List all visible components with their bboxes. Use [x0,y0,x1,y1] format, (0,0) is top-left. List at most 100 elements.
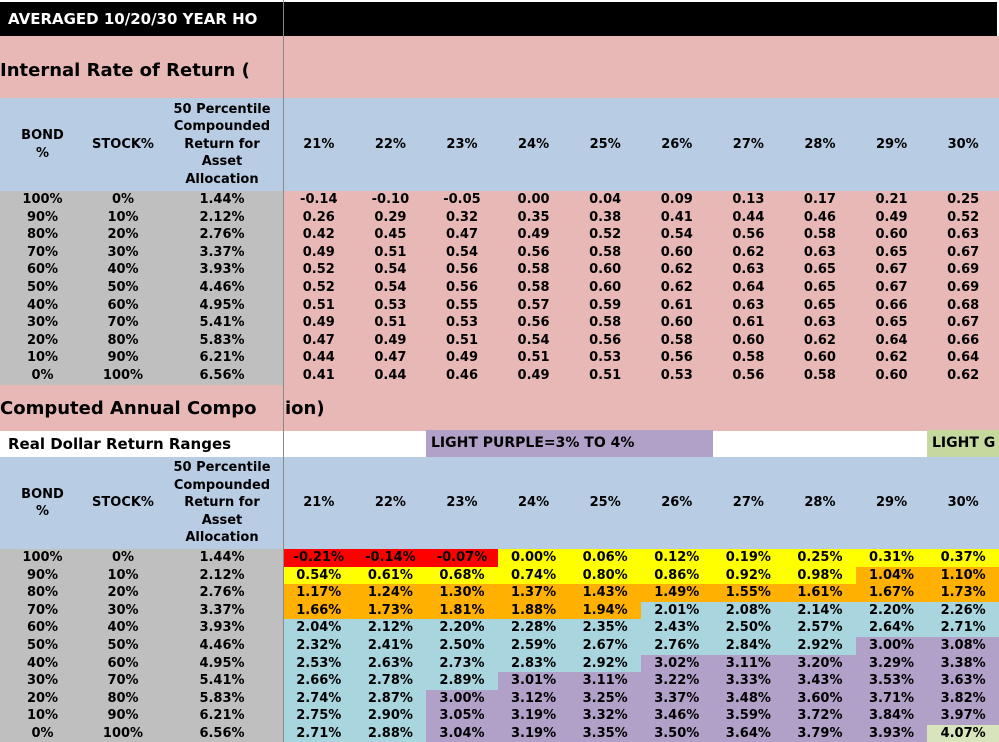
value-cell[interactable]: 3.71% [855,689,928,708]
value-cell[interactable]: 0.53 [660,367,693,383]
stock-cell[interactable]: 60% [85,296,161,315]
stock-cell[interactable]: 90% [85,349,161,367]
value-cell[interactable]: 3.32% [569,707,641,725]
value-cell[interactable]: 0.04 [589,192,622,207]
rate-column-header[interactable]: 27% [712,98,785,191]
value-cell[interactable]: 0.67 [875,279,908,295]
value-cell[interactable]: 0.65 [803,262,836,278]
value-cell[interactable]: 2.87% [354,689,427,708]
value-cell[interactable]: 0.53 [589,350,622,366]
value-cell[interactable]: 1.17% [283,584,355,602]
value-cell[interactable]: 2.41% [354,636,427,655]
value-cell[interactable]: 0.41 [660,209,693,225]
p50-cell[interactable]: 4.95% [161,296,283,315]
value-cell[interactable]: 0.74% [497,566,570,585]
value-cell[interactable]: 3.84% [855,707,928,725]
value-cell[interactable]: 0.41 [302,367,335,383]
value-cell[interactable]: 0.54% [283,566,355,585]
rate-column-header[interactable]: 26% [640,98,713,191]
bond-cell[interactable]: 90% [0,208,85,227]
value-cell[interactable]: 0.62 [660,262,693,278]
value-cell[interactable]: 0.29 [374,209,407,225]
bond-cell[interactable]: 40% [0,296,85,315]
value-cell[interactable]: 2.75% [283,707,355,725]
rate-column-header[interactable]: 21% [283,98,355,191]
value-cell[interactable]: -0.14% [354,549,427,567]
value-cell[interactable]: 0.69 [947,279,980,295]
p50-cell[interactable]: 2.76% [161,226,283,244]
value-cell[interactable]: 0.58 [589,315,622,331]
bond-cell[interactable]: 70% [0,601,85,620]
value-cell[interactable]: 3.46% [640,707,713,725]
value-cell[interactable]: 0.49 [875,209,908,225]
value-cell[interactable]: 0.54 [445,244,479,260]
value-cell[interactable]: 0.58 [803,367,836,383]
stock-cell[interactable]: 40% [85,261,161,279]
value-cell[interactable]: 0.53 [445,315,479,331]
value-cell[interactable]: 0.58 [803,227,836,243]
rate-column-header[interactable]: 24% [497,98,570,191]
value-cell[interactable]: 0.62 [875,350,908,366]
bond-cell[interactable]: 60% [0,619,85,637]
value-cell[interactable]: 2.67% [569,636,641,655]
value-cell[interactable]: 0.44 [302,350,335,366]
value-cell[interactable]: 2.35% [569,619,641,637]
value-cell[interactable]: 0.32 [445,209,479,225]
stock-cell[interactable]: 10% [85,208,161,227]
value-cell[interactable]: 1.94% [569,601,641,620]
rate-column-header[interactable]: 29% [855,457,928,549]
p50-cell[interactable]: 6.21% [161,707,283,725]
bond-cell[interactable]: 20% [0,331,85,350]
rate-column-header[interactable]: 24% [497,457,570,549]
value-cell[interactable]: 0.63 [803,244,836,260]
value-cell[interactable]: 2.66% [283,672,355,690]
value-cell[interactable]: 0.56 [732,227,765,243]
bond-cell[interactable]: 80% [0,226,85,244]
value-cell[interactable]: 1.55% [712,584,785,602]
p50-cell[interactable]: 1.44% [161,549,283,567]
value-cell[interactable]: 1.49% [640,584,713,602]
value-cell[interactable]: 0.65 [803,279,836,295]
value-cell[interactable]: 0.59 [589,297,622,313]
frozen-pane-divider[interactable] [283,0,284,742]
value-cell[interactable]: 0.46 [803,209,836,225]
bond-cell[interactable]: 100% [0,549,85,567]
p50-cell[interactable]: 1.44% [161,191,283,209]
rate-column-header[interactable]: 26% [640,457,713,549]
value-cell[interactable]: 0.47 [302,332,335,348]
value-cell[interactable]: 0.00 [517,192,550,207]
value-cell[interactable]: 0.49 [517,367,550,383]
value-cell[interactable]: 3.79% [784,724,856,742]
rate-column-header[interactable]: 22% [354,98,427,191]
value-cell[interactable]: -0.07% [426,549,498,567]
value-cell[interactable]: 3.60% [784,689,856,708]
value-cell[interactable]: 1.66% [283,601,355,620]
value-cell[interactable]: 1.61% [784,584,856,602]
p50-cell[interactable]: 3.37% [161,601,283,620]
value-cell[interactable]: 2.50% [712,619,785,637]
value-cell[interactable]: 0.52 [302,262,335,278]
value-cell[interactable]: 0.51 [374,315,407,331]
value-cell[interactable]: 2.26% [927,601,999,620]
value-cell[interactable]: 0.52 [302,279,335,295]
rate-column-header[interactable]: 25% [569,457,641,549]
value-cell[interactable]: 0.65 [875,244,908,260]
value-cell[interactable]: 2.78% [354,672,427,690]
value-cell[interactable]: 0.58 [660,332,693,348]
value-cell[interactable]: 0.60 [660,315,693,331]
value-cell[interactable]: 0.17 [803,192,836,207]
value-cell[interactable]: 0.60 [875,227,908,243]
value-cell[interactable]: 2.01% [640,601,713,620]
value-cell[interactable]: 2.32% [283,636,355,655]
value-cell[interactable]: 2.28% [497,619,570,637]
value-cell[interactable]: 0.60 [803,350,836,366]
stock-cell[interactable]: 30% [85,601,161,620]
stock-cell[interactable]: 40% [85,619,161,637]
stock-cell[interactable]: 0% [85,549,161,567]
value-cell[interactable]: 0.56 [660,350,693,366]
value-cell[interactable]: 3.43% [784,672,856,690]
value-cell[interactable]: 0.60 [732,332,765,348]
value-cell[interactable]: 0.98% [784,566,856,585]
value-cell[interactable]: 2.12% [354,619,427,637]
value-cell[interactable]: 0.00% [497,549,570,567]
